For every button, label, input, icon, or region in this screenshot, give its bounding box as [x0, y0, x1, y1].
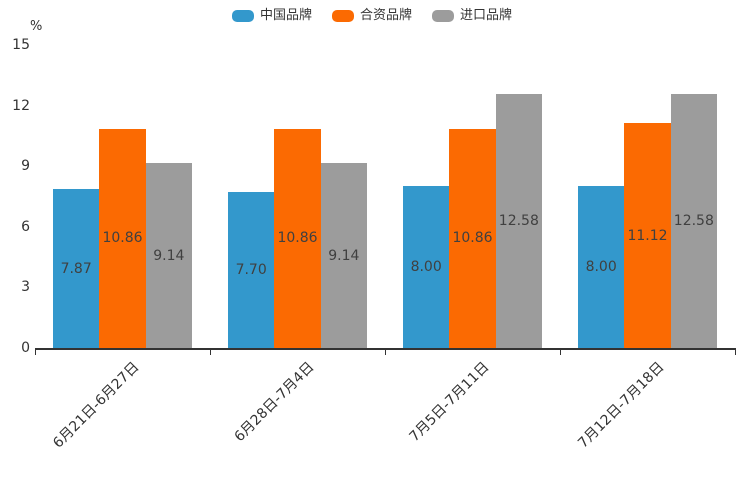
legend-label: 中国品牌	[259, 8, 312, 23]
x-axis-category-label: 7月12日-7月18日	[574, 359, 667, 452]
x-axis-tick	[35, 350, 36, 355]
bar-value-label: 10.86	[277, 230, 318, 247]
bar[interactable]	[624, 123, 671, 348]
bar-value-label: 10.86	[102, 230, 143, 247]
legend-item-0[interactable]: 中国品牌	[231, 8, 312, 24]
bar-value-label: 12.58	[673, 212, 714, 229]
legend-swatch-icon	[331, 10, 354, 22]
y-axis-tick-label: 15	[12, 37, 30, 53]
bar-value-label: 12.58	[498, 212, 539, 229]
x-axis-category-label: 6月21日-6月27日	[49, 359, 142, 452]
bar[interactable]	[449, 128, 496, 348]
bar-value-label: 9.14	[153, 247, 185, 264]
bar-value-label: 8.00	[585, 259, 617, 276]
y-axis-unit-label: %	[30, 19, 43, 34]
bar-value-label: 10.86	[452, 230, 493, 247]
bar[interactable]	[578, 186, 625, 348]
x-axis-tick	[385, 350, 386, 355]
bar[interactable]	[145, 163, 192, 348]
y-axis-tick-label: 0	[21, 340, 30, 356]
legend-label: 进口品牌	[460, 8, 513, 23]
x-axis-category-label: 7月5日-7月11日	[405, 359, 492, 446]
legend-swatch-icon	[231, 10, 254, 22]
y-axis-tick-label: 9	[21, 158, 30, 175]
legend-label: 合资品牌	[359, 8, 412, 23]
bar[interactable]	[670, 93, 717, 348]
y-axis-tick-label: 6	[21, 218, 30, 235]
y-axis-tick-label: 3	[21, 279, 30, 296]
bar[interactable]	[320, 163, 367, 348]
legend-item-2[interactable]: 进口品牌	[432, 8, 512, 24]
y-axis-tick-label: 12	[12, 97, 30, 114]
legend-item-1[interactable]: 合资品牌	[331, 8, 412, 24]
bar[interactable]	[228, 192, 275, 348]
x-axis-line	[35, 348, 736, 350]
bar[interactable]	[53, 189, 100, 348]
bar-value-label: 7.70	[235, 262, 267, 279]
legend: 中国品牌 合资品牌 进口品牌	[0, 8, 744, 24]
x-axis-tick	[735, 350, 736, 355]
bar-value-label: 9.14	[328, 247, 360, 264]
bar[interactable]	[495, 93, 542, 348]
x-axis-tick	[560, 350, 561, 355]
bar[interactable]	[403, 186, 450, 348]
bar-value-label: 7.87	[60, 260, 92, 277]
bar[interactable]	[99, 128, 146, 348]
legend-swatch-icon	[432, 10, 454, 22]
bar-value-label: 8.00	[410, 259, 442, 276]
bar[interactable]	[274, 128, 321, 348]
x-axis-tick	[210, 350, 211, 355]
x-axis-category-label: 6月28日-7月4日	[230, 359, 317, 446]
bar-value-label: 11.12	[627, 227, 668, 244]
